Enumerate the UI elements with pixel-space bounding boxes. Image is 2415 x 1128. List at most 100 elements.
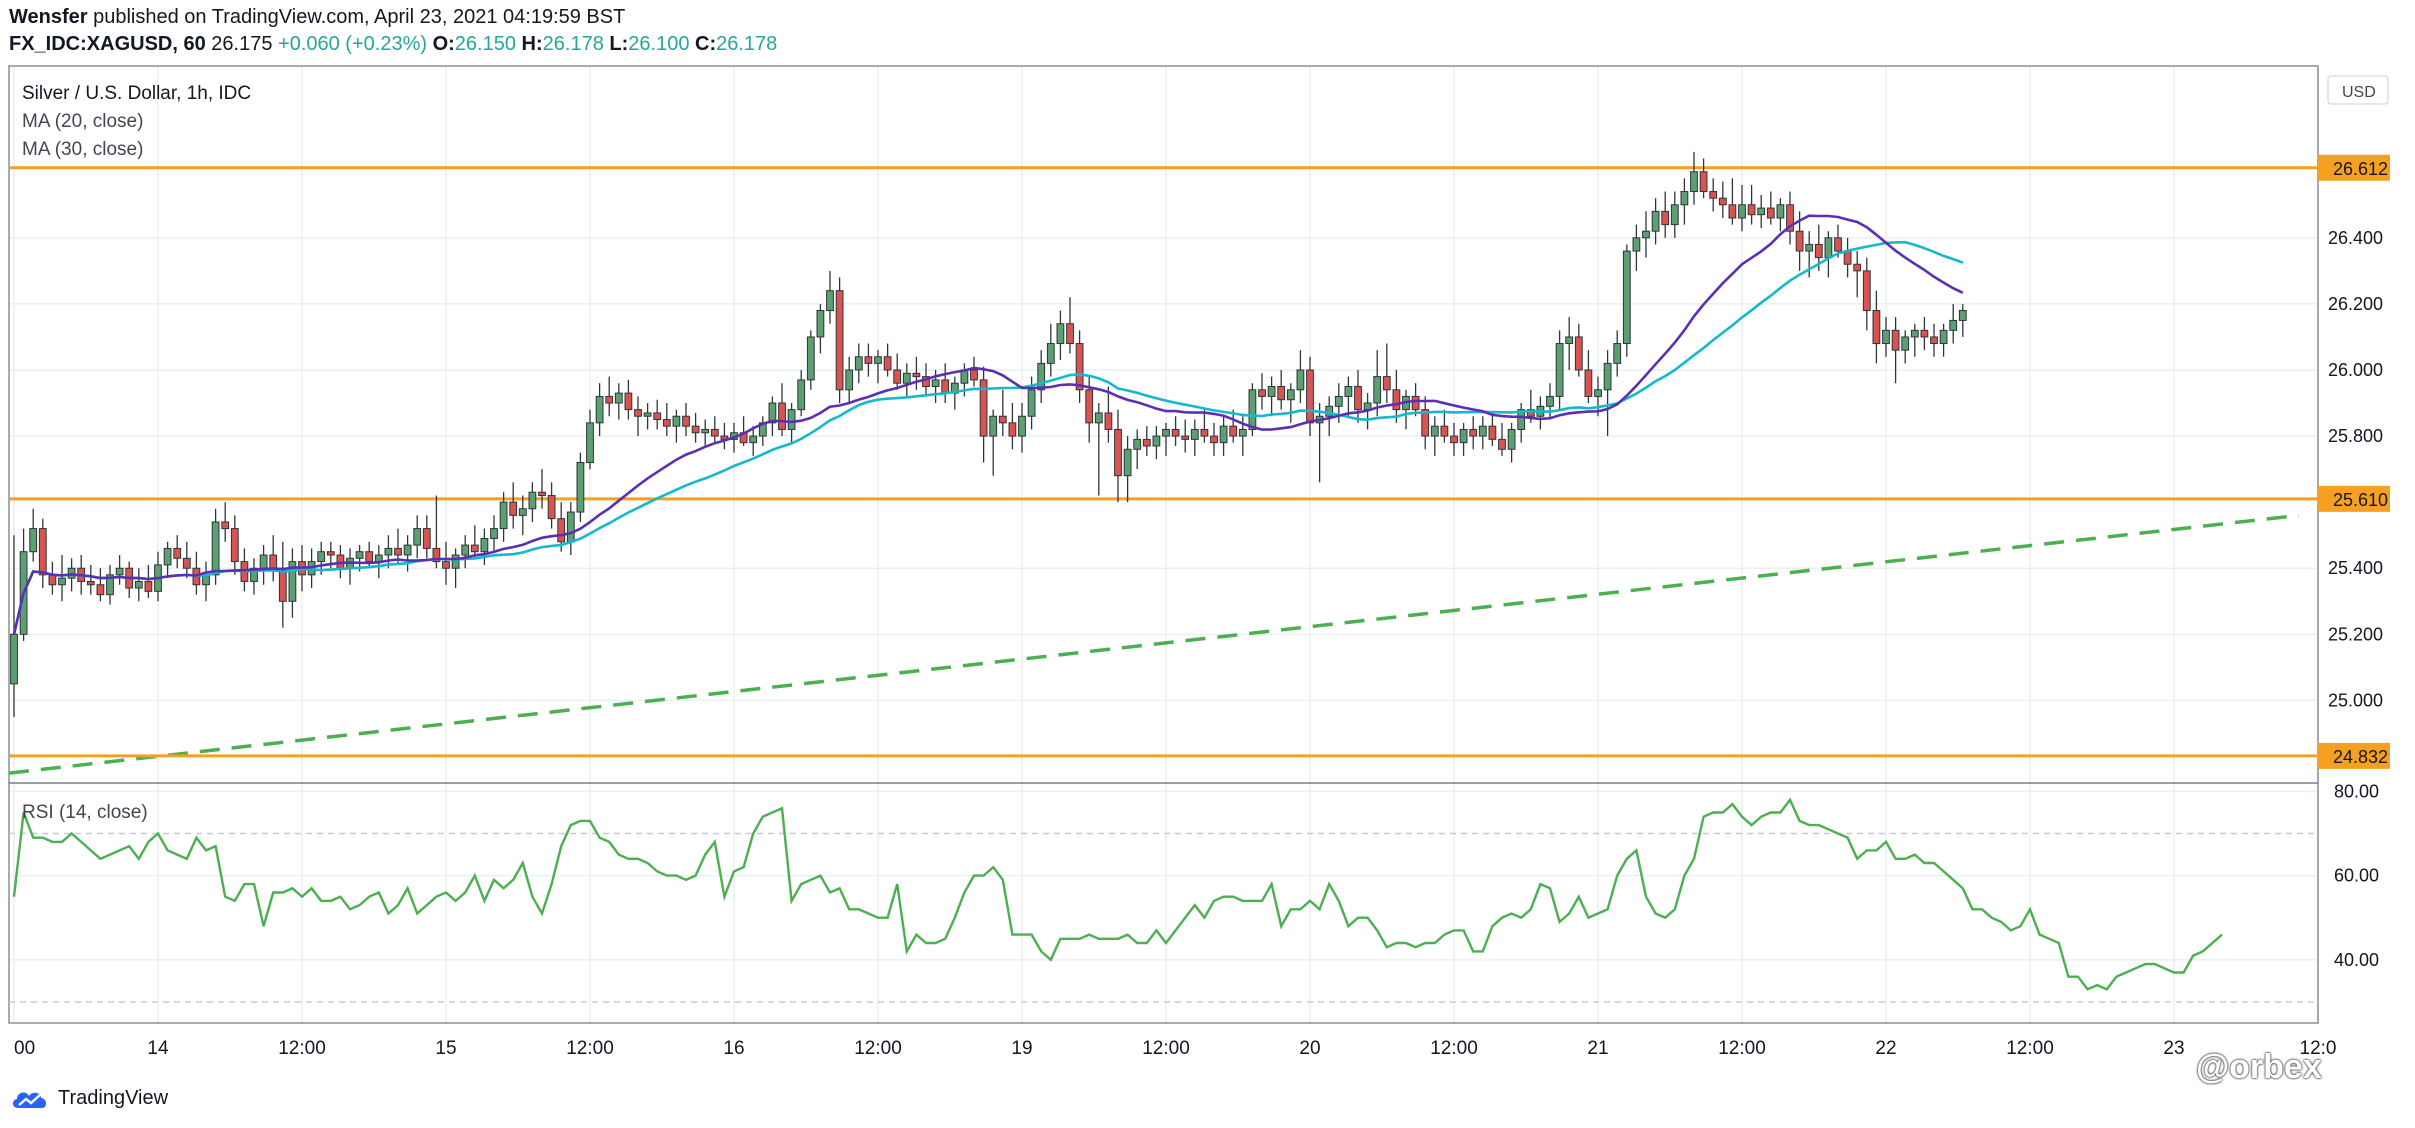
candle-body [989,415,998,437]
orbex-watermark: @orbex [2196,1048,2322,1086]
candle-body [1901,336,1910,351]
candle-body [96,584,105,596]
time-tick-label: 21 [1587,1038,1608,1059]
candle-body [653,412,662,421]
candle-body [1757,207,1766,216]
candle-body [854,356,863,371]
candle-body [1622,250,1631,345]
candle-body [259,554,268,569]
candle-body [624,392,633,411]
moving-averages [12,214,1964,635]
candle-body [557,518,566,543]
candle-body [1958,310,1967,321]
candle-body [442,561,450,569]
candle-body [1642,230,1650,239]
candle-body [1258,389,1266,397]
candle-body [1709,191,1718,199]
candle-body [826,290,834,312]
candle-body [1354,386,1362,411]
candle-body [614,392,623,404]
candle-body [1891,329,1900,351]
candle-body [998,415,1007,424]
candle-body [480,537,489,553]
candle-body [1373,376,1382,404]
time-tick-label: 23 [2163,1038,2184,1059]
candle-body [1488,425,1497,440]
price-change: +0.060 (+0.23%) [278,33,428,55]
candle-body [1325,405,1334,417]
candle-body [269,554,278,569]
candle-body [1517,409,1526,430]
candle-body [710,428,719,437]
candle-body [1843,250,1852,265]
candle-body [1027,389,1036,417]
price-tick-label: 25.200 [2328,624,2383,644]
candle-body [787,409,796,430]
tradingview-logo[interactable]: TradingView [10,1086,168,1110]
candle-body [979,379,988,437]
author-name[interactable]: Wensfer [9,6,88,28]
candle-body [29,528,38,553]
candle-body [1181,435,1190,440]
open-value: 26.150 [454,33,516,55]
candle-body [1795,230,1804,252]
candle-body [1430,425,1439,437]
candle-body [413,528,422,546]
price-tick-label: 26.000 [2328,360,2383,380]
candle-body [672,415,681,427]
time-tick-label: 22 [1875,1038,1896,1059]
price-axis[interactable]: 25.000 25.200 25.400 25.800 26.000 26.200 26.4… [2328,228,2383,970]
candle-body [1334,395,1343,407]
candle-body [211,521,220,576]
candle-body [1392,389,1401,411]
candle-body [538,491,546,497]
candle-body [662,419,671,427]
candle-body [365,551,374,563]
candle-body [874,356,882,364]
level-badge [2318,154,2390,181]
legend-rsi: RSI (14, close) [22,802,148,823]
candle-body [1344,386,1353,397]
candle-body [816,310,825,338]
candle-body [528,491,537,510]
candle-body [1872,310,1881,345]
time-tick-label: 16 [723,1038,744,1059]
publish-info: Wensfer published on TradingView.com, Ap… [9,6,625,29]
time-tick-label: 12:00 [278,1038,326,1059]
trendline[interactable] [8,513,2299,775]
candle-body [384,547,393,556]
candle-body [250,567,258,582]
price-pane-border [8,65,2319,784]
candles [10,151,1967,717]
candle-body [317,551,326,563]
candle-body [1661,210,1670,226]
time-axis[interactable]: 00 14 12:00 15 12:00 16 12:00 19 12:00 20 12:00 21 1… [14,1038,2336,1059]
horizontal-levels[interactable] [9,166,2318,758]
price-tick-label: 26.200 [2328,294,2383,314]
candle-body [1066,323,1074,345]
candle-body [1075,343,1084,391]
candle-body [1690,171,1698,193]
tradingview-brand: TradingView [58,1086,169,1109]
rsi-tick-label: 60.00 [2334,866,2379,886]
last-price: 26.175 [211,33,273,55]
candle-body [1229,425,1238,437]
candle-body [1152,435,1161,447]
candle-body [1037,362,1046,391]
candle-body [634,409,642,417]
candle-body [1162,428,1170,437]
candle-body [173,547,182,559]
candle-body [643,412,652,417]
publish-text: published on TradingView.com, April 23, … [93,6,626,28]
candle-body [1133,438,1142,450]
candle-body [1498,438,1506,450]
candle-body [1555,343,1564,397]
rsi-tick-label: 80.00 [2334,781,2379,801]
candle-body [797,379,806,411]
dashed-trendline [8,513,2299,775]
candle-body [1277,386,1286,401]
price-tick-label: 25.800 [2328,426,2383,446]
candle-body [470,544,479,553]
candle-body [1123,448,1132,477]
